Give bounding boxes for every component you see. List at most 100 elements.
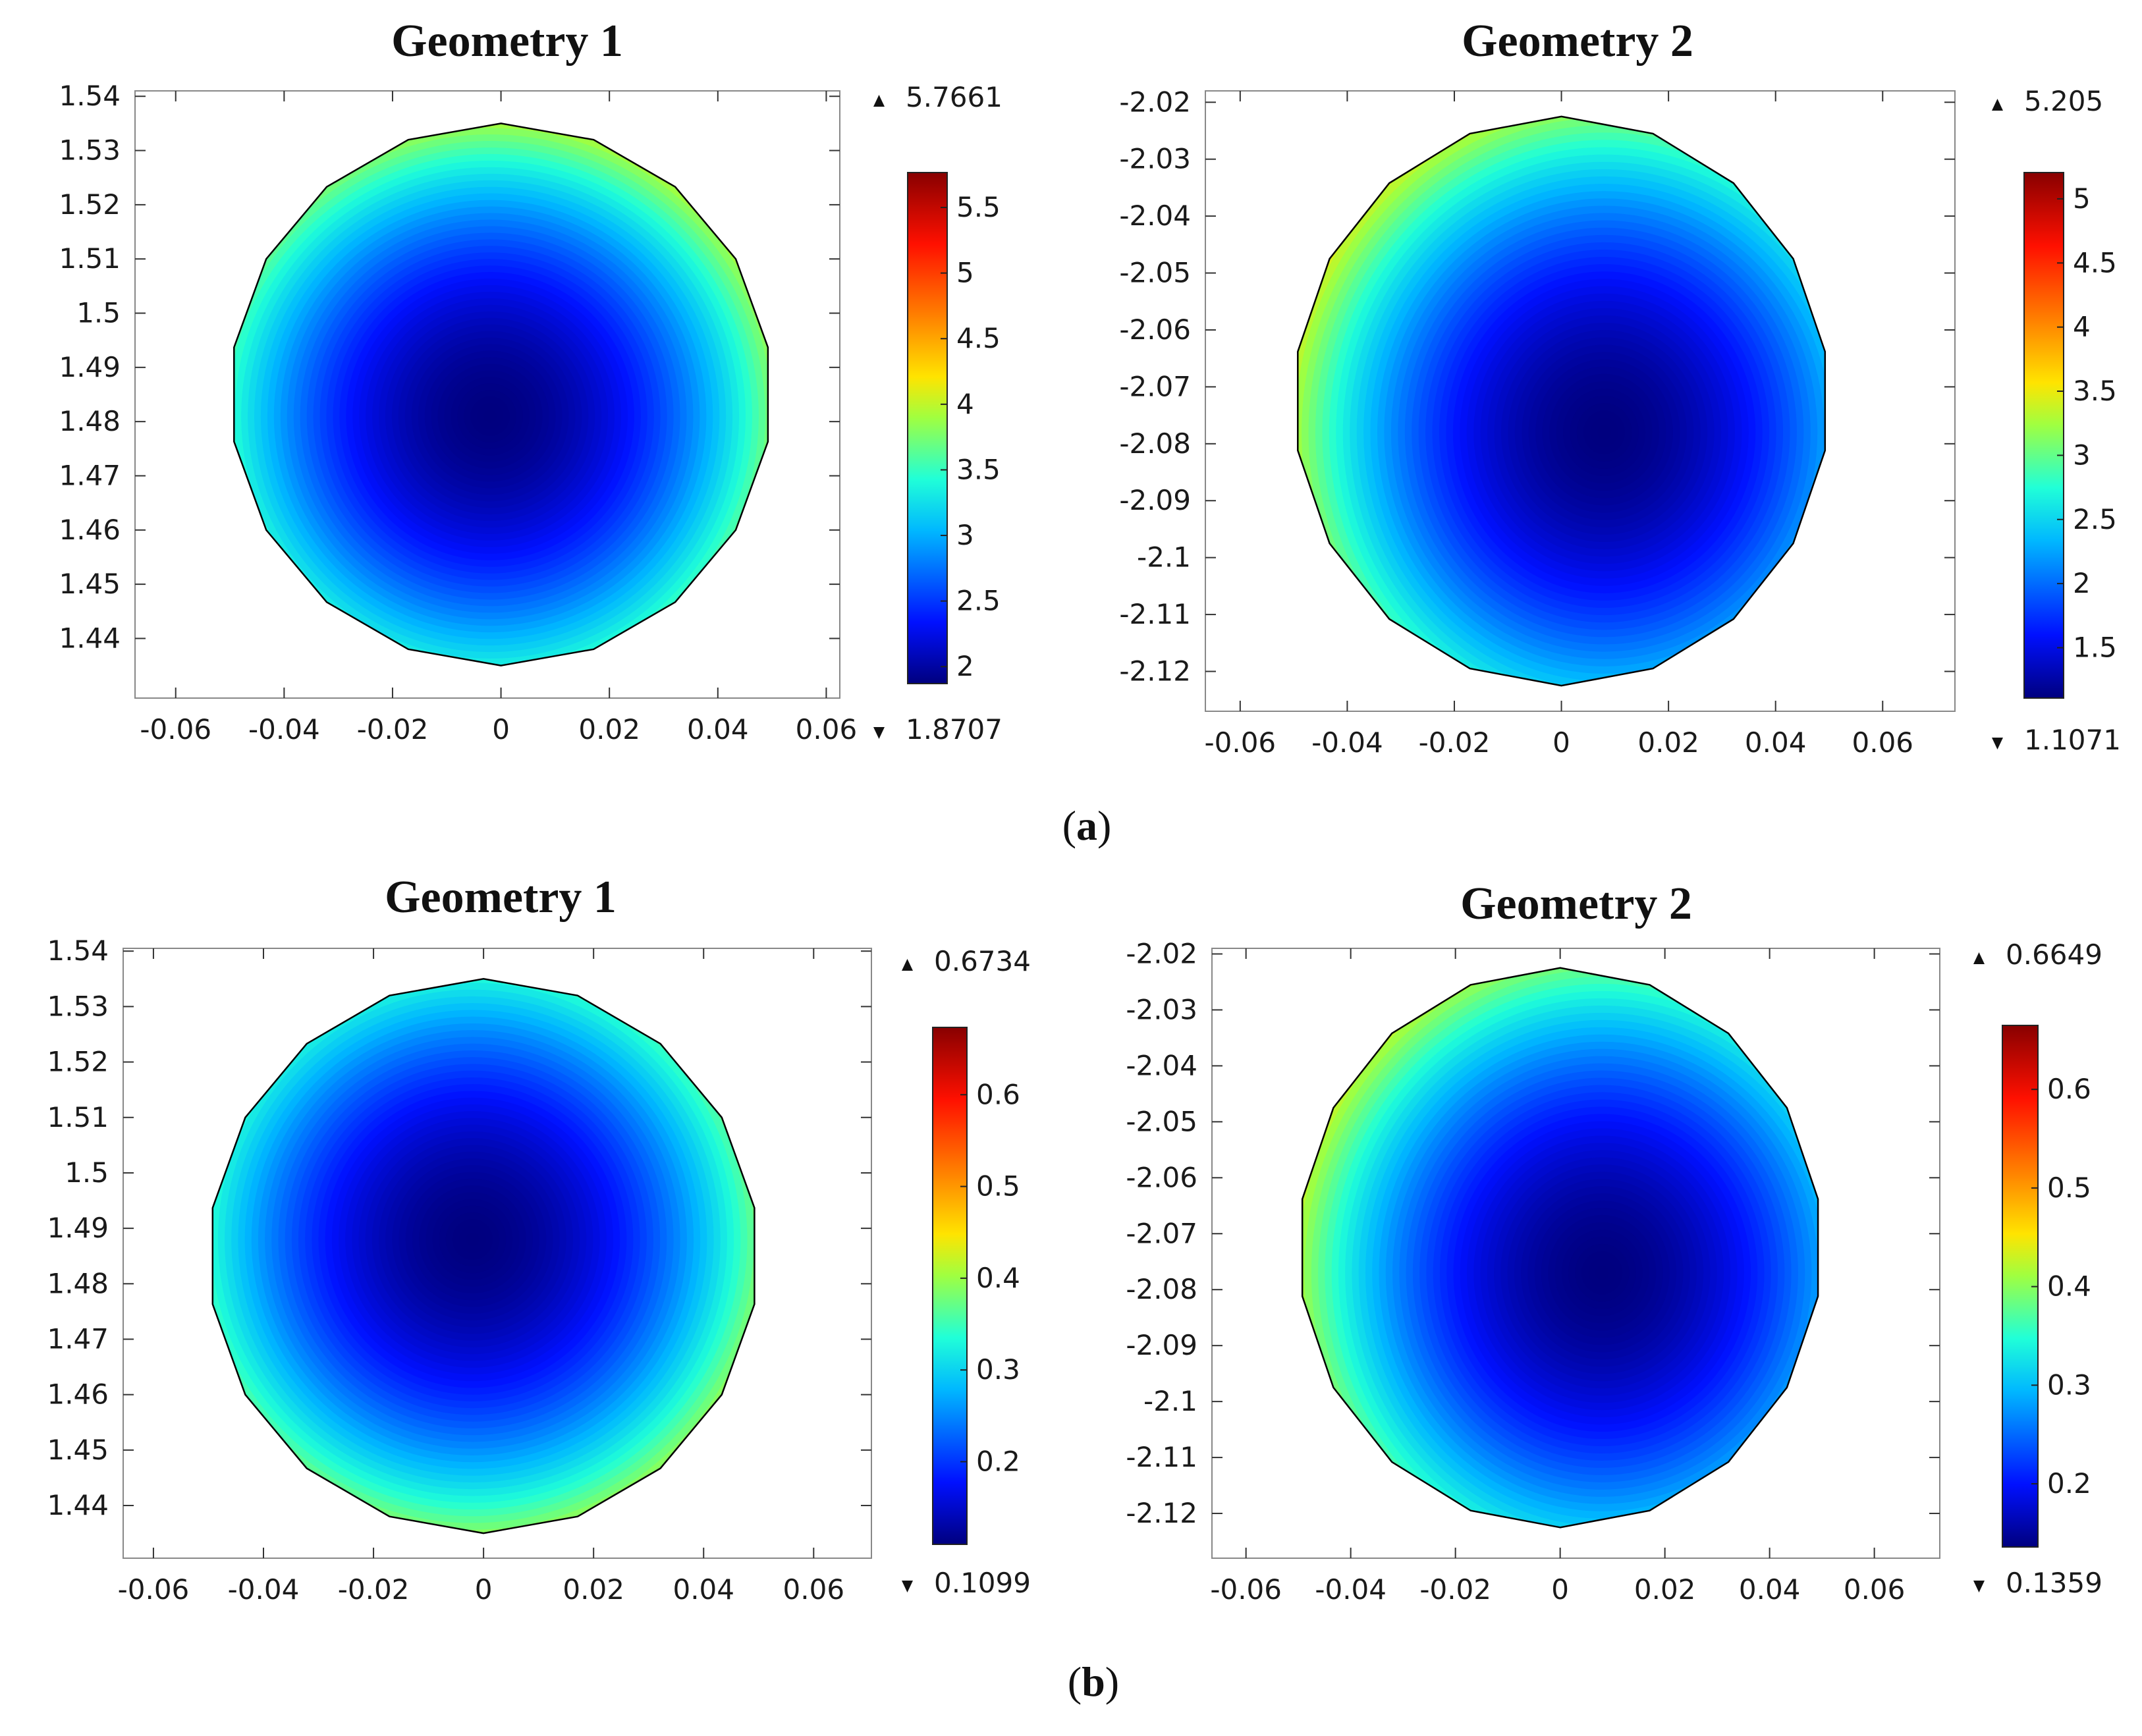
- x-tick-label: -0.02: [338, 1573, 410, 1606]
- y-tick-label: -2.07: [1119, 370, 1191, 402]
- x-tick-label: 0.02: [578, 713, 640, 746]
- colorbar-tick-label: 4.5: [956, 322, 1001, 354]
- domain-outline: [1301, 967, 1819, 1529]
- x-tick-label: 0: [492, 713, 510, 746]
- colorbar: 0.6649 0.1359 0.6 0.5 0.4 0.3 0.2: [1973, 938, 2102, 1599]
- colorbar-min-label: 0.1359: [2006, 1567, 2102, 1599]
- x-tick-label: 0.06: [783, 1573, 845, 1606]
- colorbar-tick-label: 0.6: [976, 1078, 1020, 1110]
- colorbar-min-marker: [873, 727, 885, 739]
- caption-a-letter: a: [1076, 802, 1097, 849]
- y-tick-label: -2.09: [1126, 1329, 1197, 1361]
- y-tick-label: 1.46: [59, 514, 121, 546]
- colorbar-tick-label: 0.5: [976, 1170, 1020, 1203]
- caption-b-letter: b: [1082, 1658, 1105, 1705]
- y-tick-label: -2.04: [1126, 1049, 1197, 1081]
- y-tick-label: 1.47: [59, 459, 121, 491]
- x-tick-label: -0.06: [140, 713, 211, 746]
- colorbar-max-marker: [1992, 99, 2003, 111]
- chart-title: Geometry 2: [1462, 16, 1693, 67]
- y-tick-label: -2.02: [1126, 937, 1197, 969]
- colorbar-tick-label: 3: [956, 519, 974, 551]
- colorbar-gradient: [907, 172, 948, 684]
- colorbar: 0.6734 0.1099 0.6 0.5 0.4 0.3 0.2: [902, 945, 1031, 1599]
- colorbar-min-label: 1.8707: [906, 713, 1002, 746]
- colorbar-max-label: 0.6649: [2006, 938, 2102, 971]
- contour-band: [466, 1232, 480, 1247]
- x-tick-label: -0.06: [1210, 1573, 1282, 1606]
- colorbar-min-marker: [902, 1581, 913, 1592]
- colorbar-tick-label: 4.5: [2073, 246, 2117, 279]
- colorbar-tick-label: 5: [956, 257, 974, 289]
- x-tick-label: 0.06: [796, 713, 858, 746]
- colorbar-tick-label: 3.5: [2073, 375, 2117, 407]
- domain-outline: [1297, 115, 1826, 687]
- y-tick-label: 1.5: [76, 297, 121, 329]
- colorbar-max-marker: [1973, 952, 1985, 964]
- y-tick-label: 1.51: [59, 242, 121, 275]
- y-tick-label: -2.09: [1119, 484, 1191, 516]
- x-tick-label: -0.04: [1311, 726, 1383, 759]
- heatmap-field: [212, 979, 755, 1534]
- y-tick-label: 1.53: [59, 134, 121, 167]
- x-tick-label: -0.04: [248, 713, 320, 746]
- x-tick-label: -0.04: [228, 1573, 300, 1606]
- chart-title: Geometry 1: [385, 872, 617, 923]
- y-tick-label: 1.54: [59, 80, 121, 112]
- colorbar-min-label: 1.1071: [2024, 724, 2121, 756]
- colorbar-tick-label: 2.5: [956, 585, 1001, 617]
- chart-b-geometry-2: Geometry 2 -0.06 -0.04 -0.02 0 0.02 0.04 0.06-…: [1126, 879, 2102, 1606]
- contour-band: [483, 410, 497, 423]
- plot-area: -0.06 -0.04 -0.02 0 0.02 0.04 0.06 -2.02 -2.03 -2…: [1119, 86, 1956, 759]
- x-tick-label: 0: [475, 1573, 493, 1606]
- colorbar-min-marker: [1973, 1581, 1985, 1592]
- y-tick-label: 1.52: [47, 1046, 109, 1078]
- colorbar-tick-label: 0.2: [2047, 1467, 2091, 1500]
- caption-a: (a): [1062, 802, 1112, 849]
- plot-area: -0.06 -0.04 -0.02 0 0.02 0.04 0.06 -2.02 -2.03 -2…: [1126, 937, 1940, 1606]
- x-tick-label: 0.04: [673, 1573, 734, 1606]
- chart-title: Geometry 1: [391, 16, 623, 67]
- colorbar-tick-label: 4: [2073, 311, 2091, 343]
- y-tick-label: 1.49: [59, 351, 121, 383]
- y-tick-label: -2.1: [1143, 1385, 1197, 1417]
- colorbar-tick-label: 0.5: [2047, 1172, 2091, 1204]
- contour-band: [1597, 425, 1611, 440]
- chart-a-geometry-1: Geometry 1 -0.06 -0.04 -0.02 0 0.02 0.04 0.06 1…: [59, 16, 1002, 746]
- y-tick-label: -2.06: [1119, 313, 1191, 346]
- x-tick-label: 0.04: [687, 713, 749, 746]
- colorbar-tick-label: 0.4: [2047, 1270, 2091, 1303]
- y-tick-label: -2.08: [1119, 427, 1191, 460]
- colorbar-tick-label: 3: [2073, 439, 2091, 471]
- plot-area: -0.06 -0.04 -0.02 0 0.02 0.04 0.06 1.54 1.53 1.52…: [59, 80, 858, 746]
- colorbar-max-label: 5.205: [2024, 85, 2103, 117]
- chart-a-geometry-2: Geometry 2 -0.06 -0.04 -0.02 0 0.02 0.04 0.06-…: [1119, 16, 2121, 759]
- colorbar-min-label: 0.1099: [934, 1567, 1031, 1599]
- colorbar-gradient: [932, 1027, 968, 1545]
- y-tick-label: -2.06: [1126, 1161, 1197, 1193]
- x-tick-label: 0: [1552, 726, 1570, 759]
- colorbar-gradient: [2023, 172, 2064, 699]
- y-tick-label: 1.51: [47, 1101, 109, 1133]
- colorbar-tick-label: 0.3: [2047, 1369, 2091, 1401]
- colorbar-tick-label: 2.5: [2073, 503, 2117, 535]
- colorbar: 5.7661 1.8707 5.5 5 4.5 4 3.5 3 2.5 2: [873, 81, 1002, 746]
- chart-b-geometry-1: Geometry 1 -0.06 -0.04 -0.02 0 0.02 0.04 0.06 1…: [47, 872, 1031, 1606]
- domain-outline: [211, 978, 755, 1534]
- y-tick-label: -2.05: [1119, 257, 1191, 289]
- y-tick-label: -2.07: [1126, 1217, 1197, 1249]
- y-tick-label: -2.03: [1119, 143, 1191, 175]
- colorbar: 5.205 1.1071 5 4.5 4 3.5 3 2.5 2 1.5: [1992, 85, 2121, 756]
- colorbar-max-marker: [902, 959, 913, 971]
- x-tick-label: 0.04: [1745, 726, 1807, 759]
- svg-text:(b): (b): [1068, 1658, 1119, 1705]
- y-tick-label: -2.04: [1119, 200, 1191, 232]
- colorbar-tick-label: 4: [956, 388, 974, 420]
- y-tick-label: 1.53: [47, 990, 109, 1022]
- colorbar-tick-label: 1.5: [2073, 631, 2117, 663]
- y-tick-label: -2.03: [1126, 993, 1197, 1025]
- caption-b: (b): [1068, 1658, 1119, 1705]
- x-tick-label: -0.04: [1315, 1573, 1387, 1606]
- y-tick-label: 1.54: [47, 935, 109, 967]
- y-tick-label: 1.49: [47, 1212, 109, 1244]
